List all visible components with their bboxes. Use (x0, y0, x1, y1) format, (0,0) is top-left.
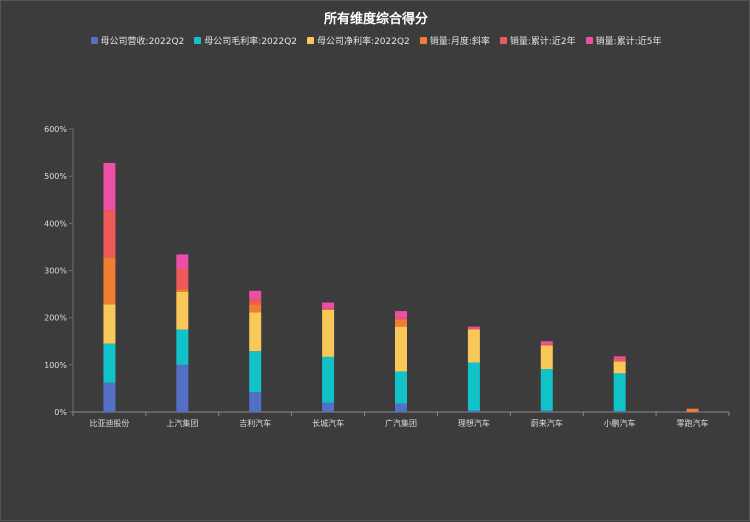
bar-segment (176, 291, 189, 330)
bar-segment (249, 312, 262, 352)
bar-segment (176, 268, 189, 290)
legend-swatch (307, 37, 315, 44)
bar-segment (613, 356, 626, 359)
y-tick-label: 100% (44, 361, 67, 370)
bar-segment (249, 299, 262, 305)
x-tick-label: 吉利汽车 (239, 418, 271, 428)
bar-segment (395, 317, 407, 320)
chart-title: 所有维度综合得分 (323, 12, 428, 27)
bar-segment (467, 362, 480, 411)
bar-segment (540, 345, 553, 370)
bar-segment (613, 373, 626, 412)
legend-swatch (194, 37, 202, 44)
legend-swatch (90, 37, 98, 44)
legend-label: 母公司毛利率:2022Q2 (204, 37, 298, 47)
legend-item[interactable]: 销量:月度:斜率 (419, 34, 490, 47)
bar-segment (540, 410, 553, 412)
legend: 母公司营收:2022Q2 母公司毛利率:2022Q2 母公司净利率:2022Q2 销量… (1, 34, 750, 47)
x-tick-label: 理想汽车 (458, 418, 490, 428)
x-tick-label: 上汽集团 (166, 418, 198, 428)
bar-segment (249, 351, 262, 393)
bar-segment (686, 408, 699, 412)
y-tick-label: 200% (44, 314, 67, 323)
x-tick-label: 蔚来汽车 (531, 418, 563, 428)
bar-segment (176, 329, 189, 365)
bar-segment (540, 344, 553, 346)
bar-segment (103, 382, 116, 412)
bar-segment (467, 328, 480, 330)
legend-item[interactable]: 母公司净利率:2022Q2 (307, 34, 410, 47)
x-tick-label: 零跑汽车 (677, 418, 709, 428)
bar-segment (103, 210, 116, 258)
legend-label: 母公司营收:2022Q2 (100, 37, 185, 47)
bar-segment (467, 329, 480, 363)
y-tick-label: 500% (44, 172, 67, 181)
bar-segment (249, 290, 262, 300)
legend-label: 销量:累计:近2年 (509, 37, 576, 47)
legend-item[interactable]: 销量:累计:近2年 (499, 34, 576, 47)
x-tick-label: 长城汽车 (312, 418, 344, 428)
bar-segment (176, 364, 189, 412)
bar-segment (395, 403, 407, 412)
bar-segment (613, 411, 626, 412)
bar-segment (249, 392, 262, 412)
y-tick-label: 400% (44, 219, 67, 228)
bar-segment (103, 162, 116, 211)
x-tick-label: 广汽集团 (385, 418, 417, 428)
bar-segment (322, 309, 335, 357)
x-tick-label: 比亚迪股份 (89, 418, 129, 428)
bar-segment (540, 341, 553, 345)
bar-segment (322, 302, 335, 309)
bar-segment (613, 361, 626, 374)
legend-swatch (419, 37, 427, 44)
bar-segment (613, 358, 626, 362)
bar-segment (103, 343, 116, 383)
bar-segment (395, 311, 407, 318)
bar-segment (395, 326, 407, 372)
bar-segment (103, 257, 116, 305)
bar-segment (540, 369, 553, 411)
x-tick-label: 小鹏汽车 (604, 418, 636, 428)
legend-item[interactable]: 母公司毛利率:2022Q2 (194, 34, 297, 47)
legend-item[interactable]: 母公司营收:2022Q2 (90, 34, 185, 47)
bar-segment (176, 289, 189, 292)
bar-segment (322, 356, 335, 403)
legend-label: 销量:月度:斜率 (429, 37, 490, 47)
legend-swatch (585, 37, 593, 44)
bar-segment (395, 319, 407, 327)
legend-label: 销量:累计:近5年 (595, 37, 662, 47)
bar-segment (322, 402, 335, 412)
legend-item[interactable]: 销量:累计:近5年 (585, 34, 662, 47)
bar-segment (322, 308, 335, 310)
bar-segment (249, 304, 262, 313)
y-tick-label: 300% (44, 267, 67, 276)
legend-swatch (499, 37, 507, 44)
y-tick-label: 600% (44, 125, 67, 134)
bar-segment (176, 254, 189, 269)
y-tick-label: 0% (54, 408, 67, 417)
bar-segment (103, 304, 116, 344)
bar-segment (395, 371, 407, 404)
bar-segment (467, 410, 480, 412)
bar-segment (467, 326, 480, 329)
legend-label: 母公司净利率:2022Q2 (317, 37, 410, 47)
